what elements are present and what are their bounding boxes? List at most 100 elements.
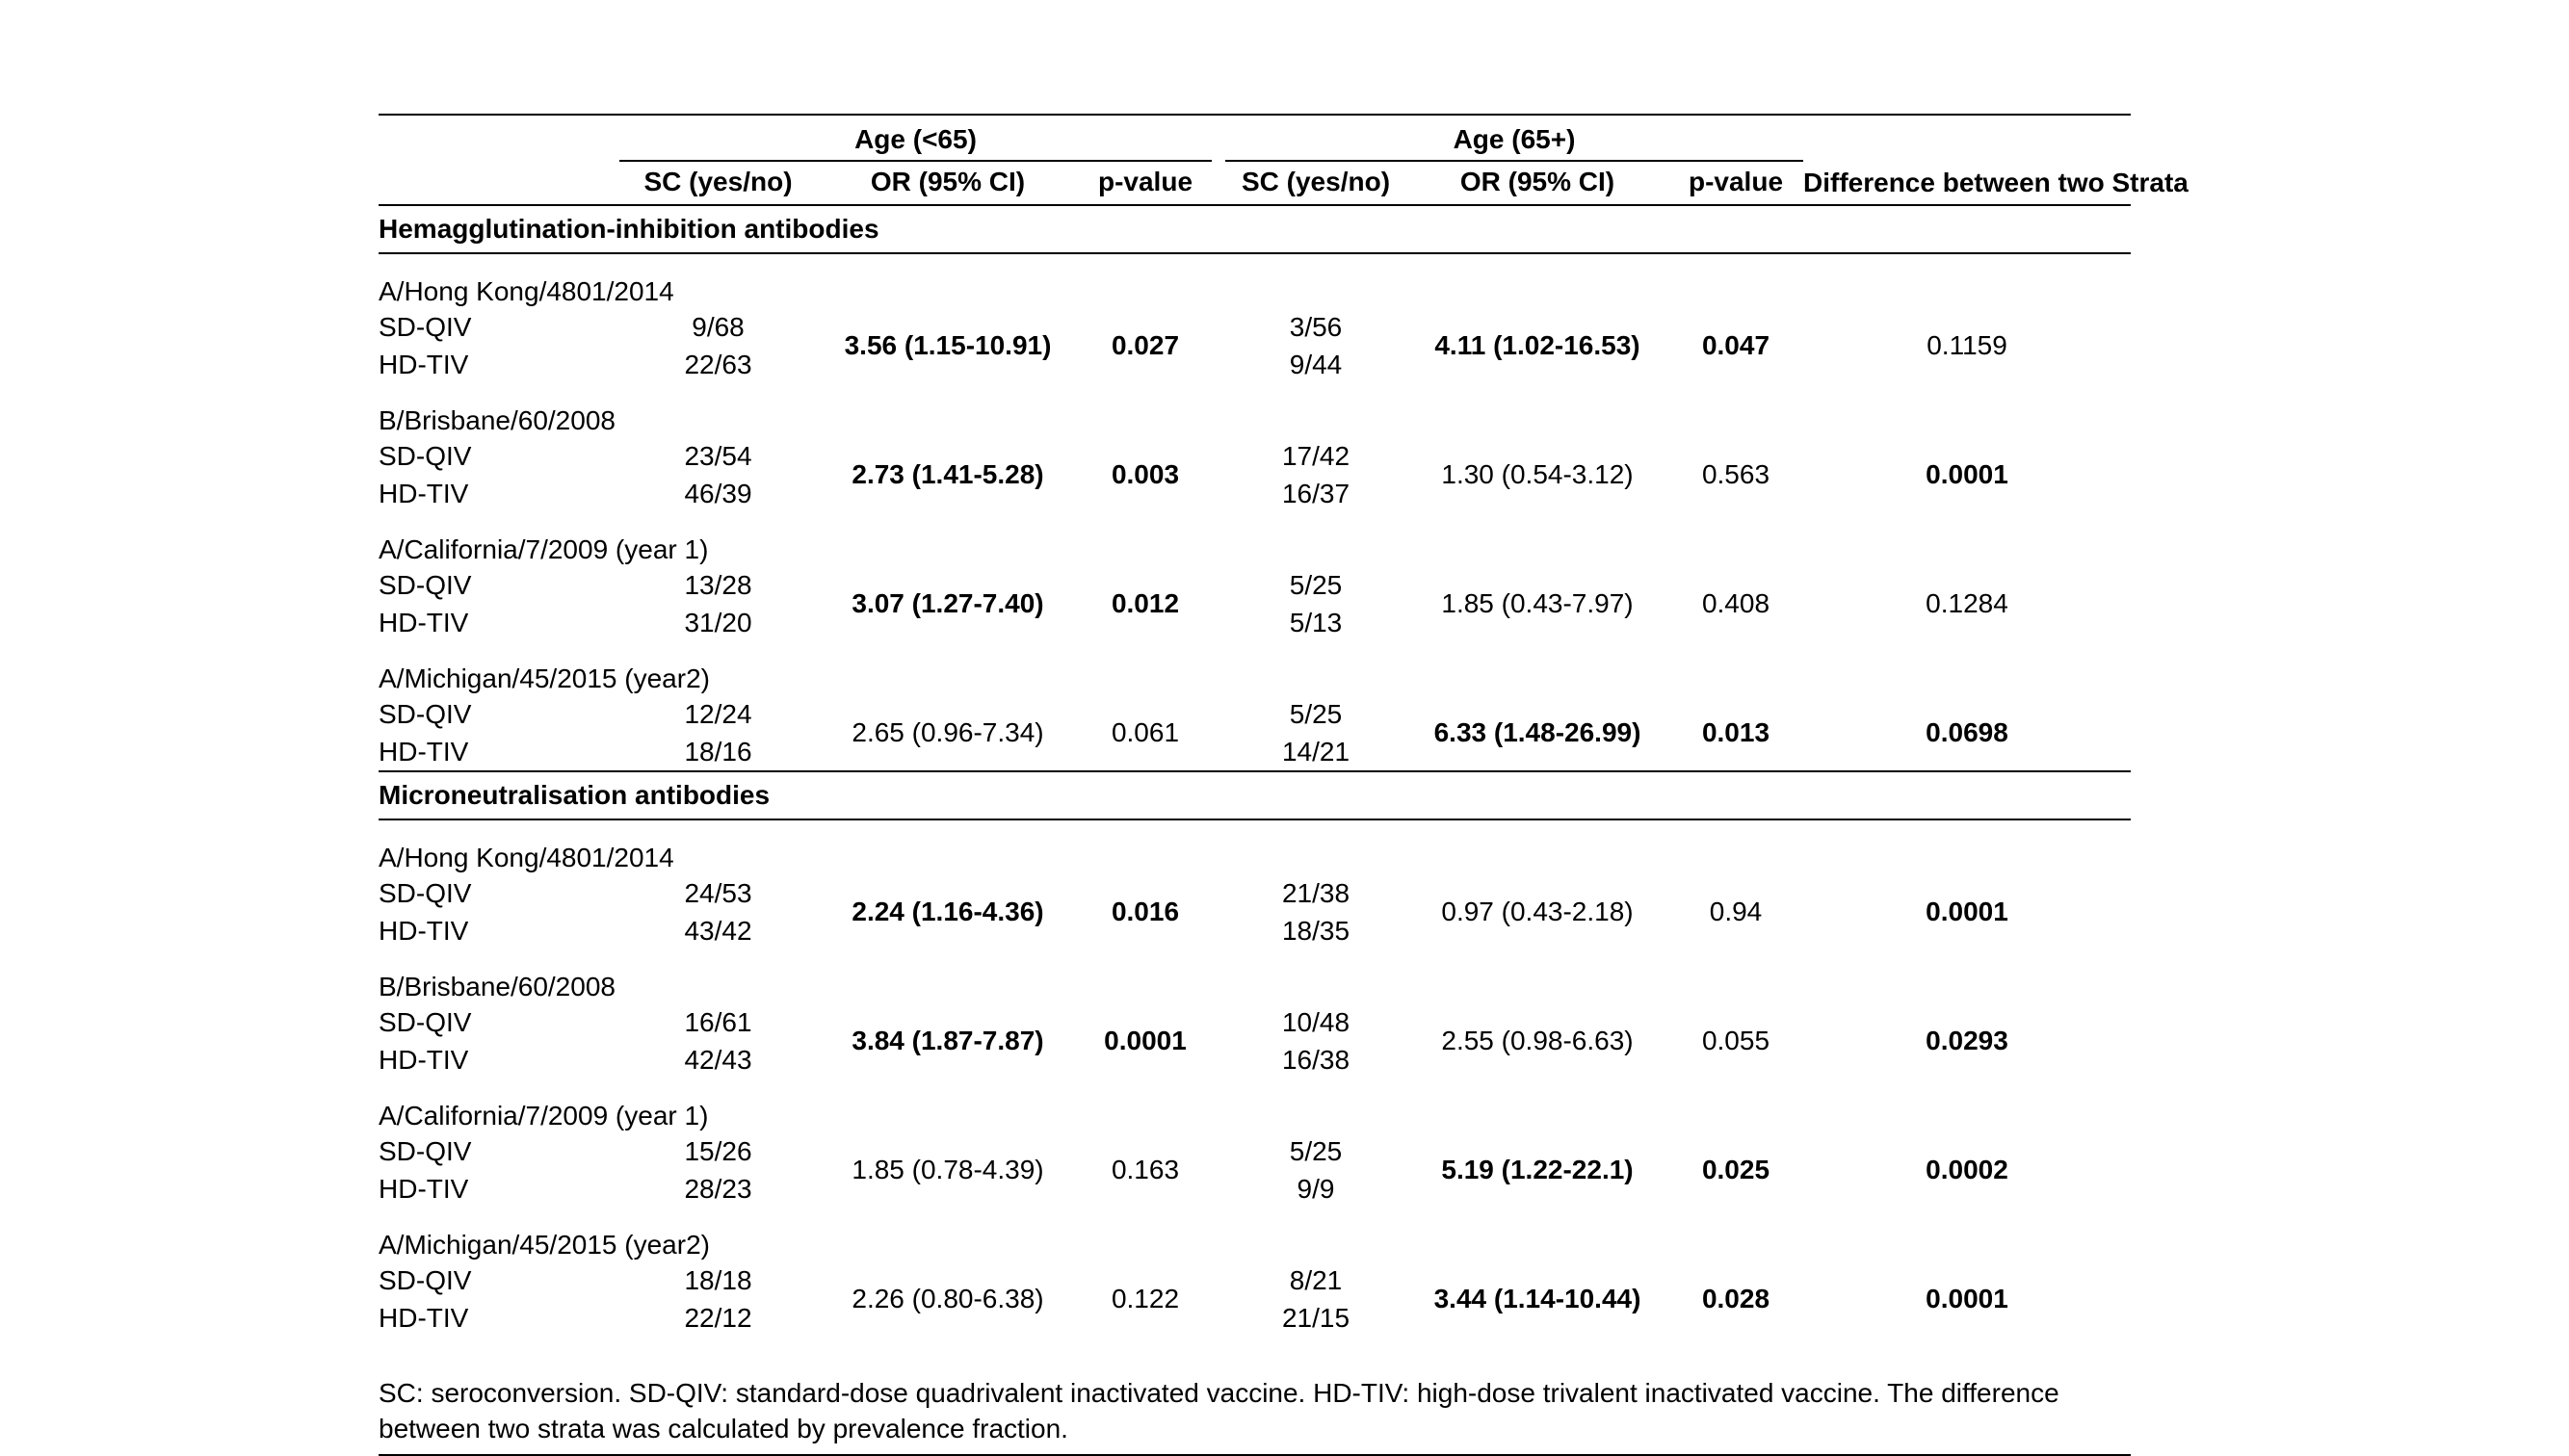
- table-row: SD-QIV 23/54 2.73 (1.41-5.28) 0.003 17/4…: [379, 437, 2131, 490]
- sc-value-lt65: 22/12: [684, 1302, 752, 1333]
- diff-value: 0.0001: [1926, 897, 2008, 926]
- virus-row: A/California/7/2009 (year 1): [379, 512, 2131, 566]
- p-value-65plus: 0.013: [1701, 717, 1770, 747]
- or-value-65plus: 5.19 (1.22-22.1): [1441, 1155, 1634, 1184]
- or-value-lt65: 2.65 (0.96-7.34): [852, 717, 1044, 747]
- p-value-65plus: 0.055: [1701, 1026, 1770, 1055]
- p-value-lt65: 0.061: [1111, 717, 1180, 747]
- virus-row: A/Hong Kong/4801/2014: [379, 820, 2131, 874]
- sc-value-lt65: 16/61: [684, 1006, 752, 1037]
- arm-label: SD-QIV: [379, 877, 472, 908]
- table-row: SD-QIV 16/61 3.84 (1.87-7.87) 0.0001 10/…: [379, 1003, 2131, 1056]
- p-value-lt65: 0.0001: [1104, 1026, 1187, 1055]
- sc-value-lt65: 43/42: [684, 915, 752, 946]
- sc-value-65plus: 5/25: [1289, 698, 1343, 729]
- sc-value-65plus: 16/37: [1281, 478, 1350, 508]
- table-row: SD-QIV 9/68 3.56 (1.15-10.91) 0.027 3/56…: [379, 308, 2131, 361]
- virus-name: A/California/7/2009 (year 1): [379, 534, 709, 564]
- sc-value-65plus: 14/21: [1281, 736, 1350, 767]
- arm-label: HD-TIV: [379, 915, 469, 946]
- p-value-65plus: 0.025: [1701, 1155, 1770, 1184]
- p-value-lt65: 0.122: [1111, 1284, 1180, 1313]
- sc-value-65plus: 3/56: [1289, 311, 1343, 342]
- column-spacer: [1212, 1003, 1225, 1079]
- sc-value-lt65: 23/54: [684, 440, 752, 471]
- p-value-lt65: 0.003: [1111, 459, 1180, 489]
- table-footnote: SC: seroconversion. SD-QIV: standard-dos…: [379, 1375, 2131, 1456]
- sub-header-row: SC (yes/no) OR (95% CI) p-value SC (yes/…: [379, 161, 2131, 205]
- arm-label: HD-TIV: [379, 1044, 469, 1075]
- sc-value-lt65: 24/53: [684, 877, 752, 908]
- virus-row: A/Michigan/45/2015 (year2): [379, 641, 2131, 695]
- column-spacer: [1212, 308, 1225, 383]
- virus-row: A/Michigan/45/2015 (year2): [379, 1208, 2131, 1261]
- table-row: SD-QIV 12/24 2.65 (0.96-7.34) 0.061 5/25…: [379, 695, 2131, 748]
- virus-name: A/Michigan/45/2015 (year2): [379, 663, 710, 693]
- table-row: HD-TIV 46/39 16/37: [379, 475, 2131, 512]
- section-header-row: Microneutralisation antibodies: [379, 772, 2131, 819]
- arm-label: HD-TIV: [379, 1302, 469, 1333]
- or-value-lt65: 3.56 (1.15-10.91): [844, 330, 1052, 360]
- arm-label: SD-QIV: [379, 1006, 472, 1037]
- arm-label: SD-QIV: [379, 440, 472, 471]
- p-header-65plus: p-value: [1688, 167, 1784, 196]
- table-row: HD-TIV 22/63 9/44: [379, 346, 2131, 383]
- or-value-lt65: 3.07 (1.27-7.40): [852, 588, 1044, 618]
- section-title: Microneutralisation antibodies: [379, 780, 771, 810]
- virus-row: A/California/7/2009 (year 1): [379, 1079, 2131, 1132]
- table-row: SD-QIV 13/28 3.07 (1.27-7.40) 0.012 5/25…: [379, 566, 2131, 619]
- diff-value: 0.0698: [1926, 717, 2008, 747]
- table-row: SD-QIV 15/26 1.85 (0.78-4.39) 0.163 5/25…: [379, 1132, 2131, 1185]
- or-value-65plus: 1.30 (0.54-3.12): [1441, 459, 1634, 489]
- sc-value-lt65: 15/26: [684, 1135, 752, 1166]
- virus-name: A/Hong Kong/4801/2014: [379, 843, 674, 872]
- sc-value-lt65: 12/24: [684, 698, 752, 729]
- table-row: SD-QIV 18/18 2.26 (0.80-6.38) 0.122 8/21…: [379, 1261, 2131, 1314]
- table-row: HD-TIV 28/23 9/9: [379, 1170, 2131, 1208]
- p-value-65plus: 0.028: [1701, 1284, 1770, 1313]
- or-header-65plus: OR (95% CI): [1459, 167, 1615, 196]
- diff-value: 0.0001: [1926, 1284, 2008, 1313]
- or-value-lt65: 3.84 (1.87-7.87): [852, 1026, 1044, 1055]
- virus-row: B/Brisbane/60/2008: [379, 383, 2131, 437]
- row-label-header: [379, 116, 619, 205]
- group-gap: [1212, 116, 1225, 205]
- table-row: HD-TIV 43/42 18/35: [379, 912, 2131, 949]
- table-figure: Age (<65) Age (65+) Difference between t…: [379, 114, 2189, 1456]
- column-spacer: [1212, 1261, 1225, 1337]
- arm-label: HD-TIV: [379, 349, 469, 379]
- or-value-65plus: 6.33 (1.48-26.99): [1433, 717, 1641, 747]
- or-value-65plus: 4.11 (1.02-16.53): [1434, 330, 1640, 360]
- table-row: HD-TIV 22/12 21/15: [379, 1299, 2131, 1337]
- group-header-row: Age (<65) Age (65+) Difference between t…: [379, 116, 2189, 197]
- diff-value: 0.1284: [1926, 588, 2008, 618]
- sc-value-lt65: 42/43: [684, 1044, 752, 1075]
- p-value-65plus: 0.047: [1701, 330, 1770, 360]
- diff-value: 0.0002: [1926, 1155, 2008, 1184]
- age-65plus-group-header: Age (65+): [1225, 116, 1803, 162]
- sc-header-65plus: SC (yes/no): [1241, 167, 1391, 196]
- difference-header: Difference between two Strata: [1803, 168, 2189, 197]
- sc-value-lt65: 46/39: [684, 478, 752, 508]
- virus-name: A/Hong Kong/4801/2014: [379, 276, 674, 306]
- sc-header-lt65: SC (yes/no): [643, 167, 793, 196]
- arm-label: SD-QIV: [379, 1264, 472, 1295]
- arm-label: SD-QIV: [379, 311, 472, 342]
- sc-value-65plus: 5/13: [1289, 607, 1343, 637]
- p-value-lt65: 0.027: [1111, 330, 1180, 360]
- or-value-65plus: 3.44 (1.14-10.44): [1433, 1284, 1641, 1313]
- sc-value-lt65: 28/23: [684, 1173, 752, 1204]
- or-value-lt65: 2.24 (1.16-4.36): [852, 897, 1044, 926]
- sc-value-65plus: 18/35: [1281, 915, 1350, 946]
- sc-value-lt65: 13/28: [684, 569, 752, 600]
- p-header-lt65: p-value: [1097, 167, 1193, 196]
- arm-label: HD-TIV: [379, 607, 469, 637]
- or-header-lt65: OR (95% CI): [870, 167, 1026, 196]
- table-row: HD-TIV 18/16 14/21: [379, 733, 2131, 771]
- column-spacer: [1212, 695, 1225, 771]
- sc-value-65plus: 21/38: [1281, 877, 1350, 908]
- arm-label: SD-QIV: [379, 1135, 472, 1166]
- table-row: SD-QIV 24/53 2.24 (1.16-4.36) 0.016 21/3…: [379, 874, 2131, 927]
- diff-value: 0.1159: [1927, 330, 2007, 360]
- p-value-lt65: 0.012: [1111, 588, 1180, 618]
